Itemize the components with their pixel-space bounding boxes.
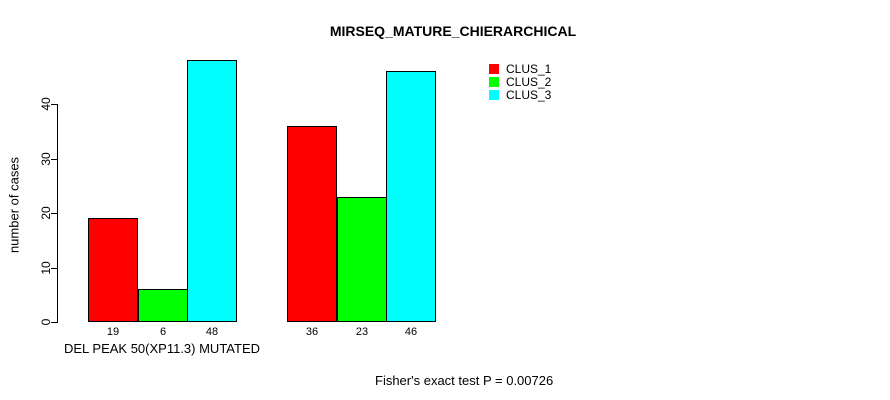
- legend-label-clus_3: CLUS_3: [506, 88, 552, 102]
- bar-clus_1-group2: [287, 126, 337, 322]
- bar-value-label: 48: [205, 326, 219, 338]
- fisher-test-annotation: Fisher's exact test P = 0.00726: [375, 373, 554, 388]
- legend-swatch-clus_3: [489, 90, 499, 100]
- chart-title: MIRSEQ_MATURE_CHIERARCHICAL: [329, 23, 577, 39]
- legend-row-clus_2: CLUS_2: [489, 75, 552, 89]
- y-axis-tick: [51, 213, 57, 214]
- bar-clus_1-group1: [88, 218, 138, 322]
- legend-swatch-clus_1: [489, 64, 499, 74]
- y-tick-label: 30: [39, 152, 53, 166]
- bar-clus_2-group1: [138, 289, 188, 322]
- bar-value-label: 46: [404, 326, 418, 338]
- y-tick-label: 0: [39, 318, 53, 326]
- legend-row-clus_1: CLUS_1: [489, 62, 552, 76]
- y-tick-label: 40: [39, 97, 53, 111]
- y-axis-label: number of cases: [6, 156, 22, 254]
- y-axis-tick: [51, 104, 57, 105]
- legend-row-clus_3: CLUS_3: [489, 88, 552, 102]
- legend-swatch-clus_2: [489, 77, 499, 87]
- legend-label-clus_1: CLUS_1: [506, 62, 552, 76]
- bar-value-label: 6: [159, 326, 167, 338]
- bar-clus_3-group2: [386, 71, 436, 322]
- y-axis-tick: [51, 268, 57, 269]
- x-category-label: DEL PEAK 50(XP11.3) MUTATED: [63, 341, 261, 356]
- bar-value-label: 36: [305, 326, 319, 338]
- y-axis-tick: [51, 322, 57, 323]
- y-axis-line: [57, 104, 58, 323]
- bar-clus_3-group1: [187, 60, 237, 322]
- y-tick-label: 10: [39, 261, 53, 275]
- legend-label-clus_2: CLUS_2: [506, 75, 552, 89]
- bar-value-label: 23: [355, 326, 369, 338]
- bar-clus_2-group2: [337, 197, 387, 322]
- chart-legend: CLUS_1 CLUS_2 CLUS_3: [489, 62, 552, 102]
- y-axis-tick: [51, 159, 57, 160]
- y-tick-label: 20: [39, 206, 53, 220]
- bar-value-label: 19: [106, 326, 120, 338]
